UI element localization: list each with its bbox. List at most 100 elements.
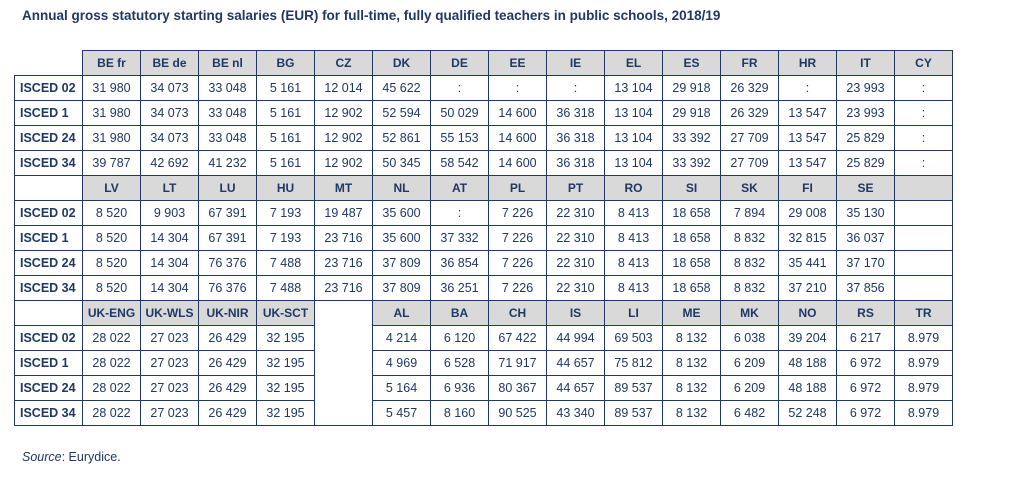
data-cell: 8 413 — [604, 275, 663, 301]
data-cell: 19 487 — [314, 200, 373, 226]
data-cell: 8 132 — [662, 325, 721, 351]
data-cell: 33 048 — [198, 75, 257, 101]
data-cell: 7 488 — [256, 275, 315, 301]
country-header: SI — [662, 175, 721, 201]
data-cell: 25 829 — [836, 150, 895, 176]
header-row: BE fr BE de BE nl BG CZ DK DE EE IE EL ES FR HR IT CY — [15, 50, 953, 76]
country-header: AL — [372, 300, 431, 326]
data-cell: 14 304 — [140, 250, 199, 276]
data-cell: 76 376 — [198, 275, 257, 301]
data-cell: : — [894, 100, 953, 126]
data-cell: 8 520 — [82, 275, 141, 301]
data-cell: 26 429 — [198, 375, 257, 401]
data-cell: 5 457 — [372, 400, 431, 426]
data-cell: 23 993 — [836, 100, 895, 126]
data-cell: 43 340 — [546, 400, 605, 426]
row-label: ISCED 24 — [14, 250, 83, 276]
country-header: SK — [720, 175, 779, 201]
data-cell: 7 226 — [488, 200, 547, 226]
data-cell: 71 917 — [488, 350, 547, 376]
data-cell: 6 528 — [430, 350, 489, 376]
data-cell: 26 429 — [198, 350, 257, 376]
data-cell: 7 226 — [488, 225, 547, 251]
data-cell: 13 104 — [604, 100, 663, 126]
data-cell: 28 022 — [82, 325, 141, 351]
data-cell: 29 008 — [778, 200, 837, 226]
data-cell: 14 600 — [488, 150, 547, 176]
data-cell: 36 318 — [546, 150, 605, 176]
data-cell: 26 329 — [720, 100, 779, 126]
data-cell: 27 023 — [140, 325, 199, 351]
data-cell: 37 210 — [778, 275, 837, 301]
country-header: NO — [778, 300, 837, 326]
data-cell: 31 980 — [82, 100, 141, 126]
data-cell: 34 073 — [140, 125, 199, 151]
table-row: ISCED 24 28 022 27 023 26 429 32 195 5 164 6 9… — [14, 375, 953, 401]
data-cell: 18 658 — [662, 275, 721, 301]
country-header: BA — [430, 300, 489, 326]
country-header — [894, 175, 953, 201]
data-cell: 8 832 — [720, 250, 779, 276]
data-cell: 67 391 — [198, 200, 257, 226]
table-row: ISCED 34 8 520 14 304 76 376 7 488 23 716 37 8… — [14, 275, 953, 301]
country-header: SE — [836, 175, 895, 201]
data-cell: 5 161 — [256, 150, 315, 176]
data-cell: 8.979 — [894, 400, 953, 426]
data-cell: 37 170 — [836, 250, 895, 276]
data-cell: 55 153 — [430, 125, 489, 151]
country-header: DE — [430, 50, 489, 76]
data-cell: 8 520 — [82, 225, 141, 251]
row-label: ISCED 1 — [14, 225, 83, 251]
data-cell: 4 969 — [372, 350, 431, 376]
row-label: ISCED 1 — [14, 100, 83, 126]
table-row: ISCED 34 39 787 42 692 41 232 5 161 12 902 50 … — [14, 150, 953, 176]
country-header: LV — [82, 175, 141, 201]
data-cell: 48 188 — [778, 375, 837, 401]
table-row: ISCED 02 8 520 9 903 67 391 7 193 19 487 35 60… — [14, 200, 953, 226]
table-row: ISCED 24 8 520 14 304 76 376 7 488 23 716 37 8… — [14, 250, 953, 276]
country-header: BG — [256, 50, 315, 76]
data-cell: 44 657 — [546, 350, 605, 376]
country-header: RS — [836, 300, 895, 326]
country-header: HR — [778, 50, 837, 76]
data-cell: 12 014 — [314, 75, 373, 101]
data-cell: 13 104 — [604, 150, 663, 176]
data-cell: 58 542 — [430, 150, 489, 176]
data-cell: 28 022 — [82, 400, 141, 426]
data-cell: 35 130 — [836, 200, 895, 226]
data-cell: 32 195 — [256, 400, 315, 426]
data-cell: 80 367 — [488, 375, 547, 401]
data-cell: 31 980 — [82, 125, 141, 151]
data-cell: 7 488 — [256, 250, 315, 276]
country-header: ME — [662, 300, 721, 326]
row-label: ISCED 34 — [14, 150, 83, 176]
data-cell: 22 310 — [546, 225, 605, 251]
row-label: ISCED 02 — [14, 200, 83, 226]
data-cell: 23 716 — [314, 225, 373, 251]
data-cell: 13 547 — [778, 100, 837, 126]
data-cell: 67 391 — [198, 225, 257, 251]
table-row: ISCED 1 31 980 34 073 33 048 5 161 12 902 52 5… — [14, 100, 953, 126]
page-title: Annual gross statutory starting salaries… — [22, 8, 721, 23]
data-cell: 5 164 — [372, 375, 431, 401]
data-cell: 18 658 — [662, 250, 721, 276]
data-cell: 26 329 — [720, 75, 779, 101]
country-header: UK-ENG — [82, 300, 141, 326]
data-cell: 42 692 — [140, 150, 199, 176]
data-cell — [894, 225, 953, 251]
country-header: CY — [894, 50, 953, 76]
country-header: IE — [546, 50, 605, 76]
country-header: NL — [372, 175, 431, 201]
country-header: IS — [546, 300, 605, 326]
data-cell: 5 161 — [256, 75, 315, 101]
data-cell: 6 972 — [836, 350, 895, 376]
header-row: UK-ENG UK-WLS UK-NIR UK-SCT AL BA CH IS LI ME MK NO… — [14, 300, 953, 426]
data-cell: 6 972 — [836, 375, 895, 401]
data-cell: 22 310 — [546, 200, 605, 226]
table-row: ISCED 24 31 980 34 073 33 048 5 161 12 902 52 … — [14, 125, 953, 151]
country-header: BE fr — [82, 50, 141, 76]
corner-cell — [15, 51, 83, 76]
data-cell: : — [430, 75, 489, 101]
